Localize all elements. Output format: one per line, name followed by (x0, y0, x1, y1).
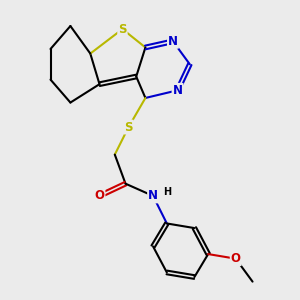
Text: H: H (163, 187, 171, 197)
Text: O: O (94, 189, 104, 203)
Text: N: N (148, 189, 158, 203)
Text: N: N (168, 35, 178, 48)
Text: S: S (124, 121, 133, 134)
Text: S: S (118, 22, 127, 36)
Text: N: N (172, 84, 183, 97)
Text: O: O (231, 252, 241, 265)
